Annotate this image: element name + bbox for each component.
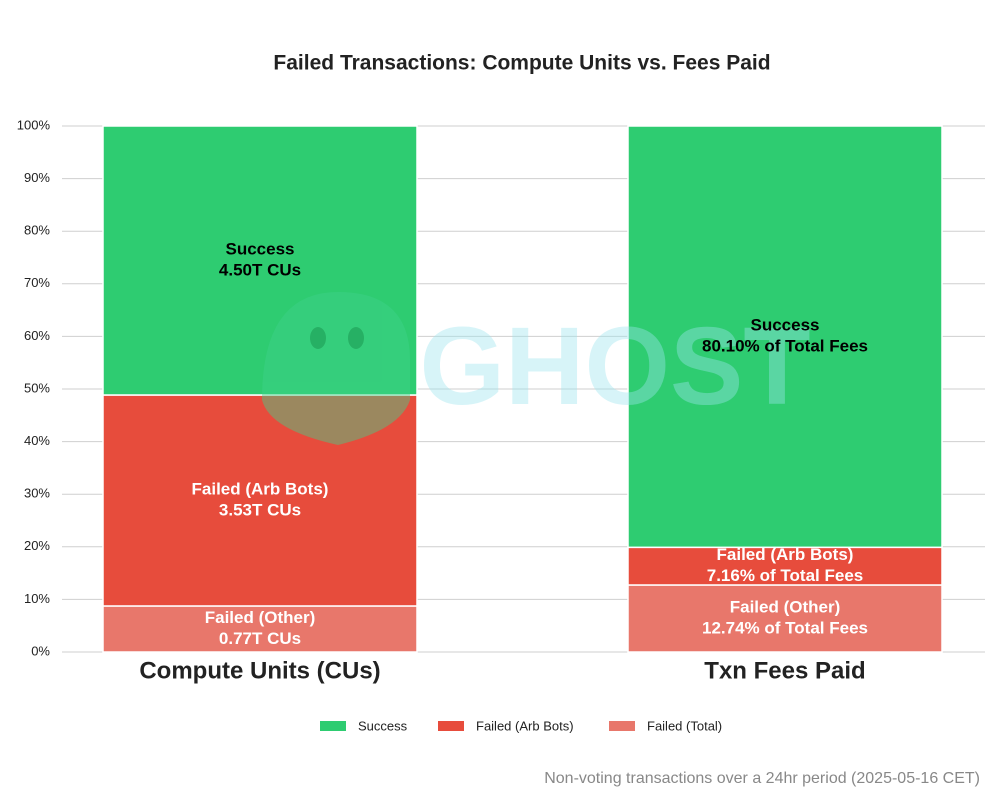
segment-label: Failed (Other) (730, 597, 841, 616)
legend-label: Failed (Arb Bots) (476, 718, 574, 733)
bar-segment (627, 584, 943, 653)
legend-label: Failed (Total) (647, 718, 722, 733)
bar-segment (102, 125, 418, 396)
segment-label: Failed (Arb Bots) (717, 545, 854, 564)
segment-label: Failed (Other) (205, 608, 316, 627)
bar-segment (102, 394, 418, 607)
segment-label: 4.50T CUs (219, 260, 301, 279)
legend-swatch (609, 721, 635, 731)
segment-label: Success (751, 316, 820, 335)
bar-segment (102, 605, 418, 653)
y-tick-label: 60% (24, 328, 50, 343)
footnote: Non-voting transactions over a 24hr peri… (544, 770, 980, 787)
segment-label: Success (226, 239, 295, 258)
y-tick-label: 70% (24, 275, 50, 290)
chart-title: Failed Transactions: Compute Units vs. F… (273, 52, 770, 75)
bar-segment (627, 125, 943, 549)
segment-label: 7.16% of Total Fees (707, 566, 864, 585)
legend-swatch (320, 721, 346, 731)
legend: Success Failed (Arb Bots) Failed (Total) (320, 718, 722, 733)
y-tick-label: 20% (24, 538, 50, 553)
y-tick-label: 0% (31, 643, 50, 658)
legend-label: Success (358, 718, 408, 733)
segment-label: 0.77T CUs (219, 629, 301, 648)
watermark: GHOST (419, 305, 810, 428)
y-tick-label: 80% (24, 223, 50, 238)
y-tick-label: 10% (24, 591, 50, 606)
x-tick-label: Compute Units (CUs) (139, 657, 380, 684)
y-tick-label: 100% (17, 117, 51, 132)
y-tick-label: 50% (24, 380, 50, 395)
segment-label: 3.53T CUs (219, 500, 301, 519)
bars (102, 125, 943, 653)
y-tick-label: 30% (24, 486, 50, 501)
watermark-logo (262, 292, 410, 445)
legend-swatch (438, 721, 464, 731)
segment-label: 80.10% of Total Fees (702, 337, 868, 356)
segment-label: Failed (Arb Bots) (192, 479, 329, 498)
y-tick-label: 90% (24, 170, 50, 185)
y-tick-label: 40% (24, 433, 50, 448)
segment-label: 12.74% of Total Fees (702, 618, 868, 637)
labels: Compute Units (CUs) Failed (Other) 0.77T C… (139, 239, 868, 684)
x-tick-label: Txn Fees Paid (704, 657, 865, 684)
